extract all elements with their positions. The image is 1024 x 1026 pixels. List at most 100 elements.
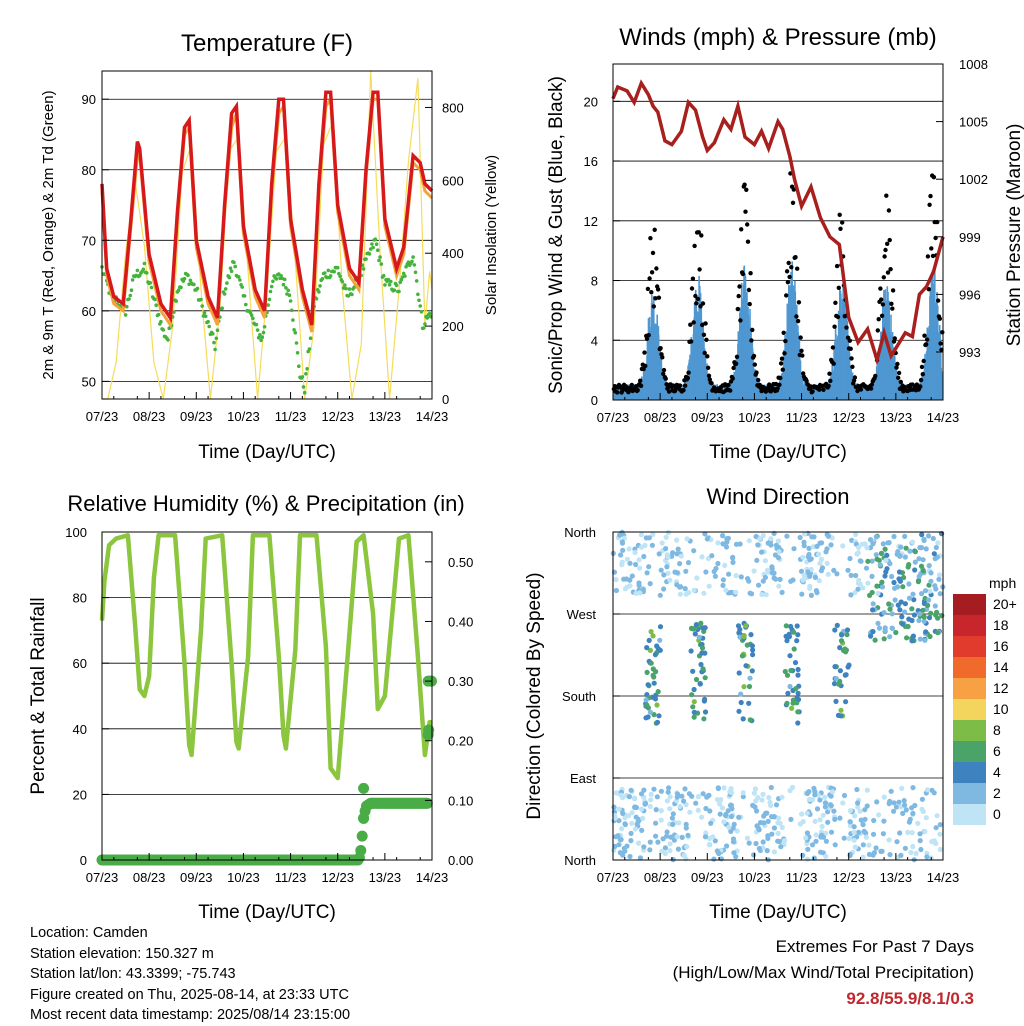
colorbar-swatch: [953, 636, 986, 657]
direction-point: [871, 817, 877, 824]
direction-point: [727, 803, 734, 809]
direction-point: [693, 622, 700, 628]
direction-point: [649, 542, 656, 548]
direction-point: [746, 578, 752, 584]
direction-point: [661, 572, 667, 578]
direction-point: [882, 546, 888, 552]
winds-ytick-label: 4: [591, 333, 598, 348]
direction-point: [691, 548, 697, 554]
direction-point: [848, 592, 854, 598]
gust-point: [702, 350, 707, 356]
direction-point: [622, 821, 628, 827]
dewpoint-point: [229, 269, 234, 274]
direction-point: [751, 852, 757, 858]
direction-point: [703, 569, 709, 575]
direction-point: [658, 567, 664, 573]
direction-point: [739, 653, 746, 659]
gust-point: [873, 373, 878, 379]
direction-point: [788, 578, 794, 584]
gust-point: [688, 322, 693, 327]
gust-point: [830, 345, 836, 350]
gust-point: [704, 337, 709, 342]
direction-point: [906, 595, 913, 601]
gust-point: [836, 285, 841, 290]
direction-point: [628, 787, 634, 793]
colorbar-unit: mph: [989, 575, 1016, 591]
direction-point: [702, 834, 709, 840]
gust-point: [747, 301, 752, 307]
direction-point: [746, 683, 753, 690]
gust-point: [925, 254, 931, 259]
temperature-xtick-label: 08/23: [133, 409, 166, 424]
direction-point: [860, 854, 866, 860]
dewpoint-point: [350, 292, 354, 297]
direction-point: [917, 831, 923, 837]
direction-point: [837, 815, 843, 821]
gust-point: [892, 336, 897, 341]
direction-point: [651, 786, 657, 792]
direction-point: [922, 637, 928, 643]
gust-point: [929, 246, 934, 251]
direction-point: [632, 549, 638, 556]
recent-timestamp: Most recent data timestamp: 2025/08/14 2…: [30, 1007, 351, 1023]
temperature-xtick-label: 12/23: [321, 409, 354, 424]
direction-point: [726, 824, 732, 830]
direction-point: [832, 816, 838, 823]
colorbar-label: 0: [993, 806, 1001, 822]
direction-point: [825, 809, 831, 815]
direction-point: [715, 540, 721, 546]
direction-point: [922, 828, 928, 835]
direction-point: [711, 568, 717, 575]
direction-point: [703, 830, 709, 836]
direction-point: [638, 791, 645, 797]
direction-point: [812, 574, 819, 581]
direction-point: [879, 579, 885, 585]
direction-point: [902, 845, 909, 851]
direction-point: [769, 570, 775, 576]
direction-point: [832, 842, 838, 848]
direction-point: [870, 629, 876, 635]
precip-point: [421, 797, 433, 809]
colorbar-swatch: [953, 720, 986, 741]
pressure-ylabel: Station Pressure (Maroon): [1004, 124, 1024, 347]
direction-point: [870, 541, 876, 547]
direction-point: [791, 546, 797, 552]
direction-point: [621, 576, 627, 582]
direction-point: [851, 837, 857, 843]
direction-point: [753, 840, 759, 847]
dewpoint-point: [347, 287, 352, 291]
direction-point: [838, 707, 844, 713]
temperature-ytick-label: 70: [82, 233, 96, 248]
direction-point: [633, 590, 639, 596]
direction-point: [852, 813, 858, 819]
dewpoint-point: [412, 263, 417, 267]
gust-point: [835, 314, 841, 320]
dewpoint-point: [286, 288, 291, 293]
direction-point: [637, 855, 644, 861]
dewpoint-point: [343, 283, 347, 287]
dewpoint-point: [335, 265, 340, 270]
gust-point: [786, 260, 791, 266]
dewpoint-point: [195, 286, 200, 291]
direction-point: [905, 564, 911, 570]
direction-point: [646, 564, 652, 570]
direction-point: [869, 573, 875, 580]
direction-point: [817, 540, 823, 546]
figure-created: Figure created on Thu, 2025-08-14, at 23…: [30, 986, 349, 1003]
direction-point: [769, 831, 775, 837]
direction-point: [848, 572, 854, 579]
direction-point: [627, 583, 633, 589]
direction-point: [900, 810, 906, 817]
direction-point: [834, 571, 840, 577]
humidity-xtick-label: 11/23: [275, 870, 307, 885]
gust-point: [656, 295, 662, 300]
direction-point: [872, 637, 878, 643]
temperature-ytick-label: 90: [82, 92, 96, 107]
direction-point: [828, 802, 834, 808]
precip-ytick-label: 0.10: [448, 793, 473, 808]
direction-point: [646, 535, 652, 541]
direction-xtick-label: 07/23: [597, 870, 630, 885]
direction-point: [629, 820, 635, 826]
solar-ytick-label: 400: [442, 246, 464, 261]
gust-point: [686, 370, 691, 375]
